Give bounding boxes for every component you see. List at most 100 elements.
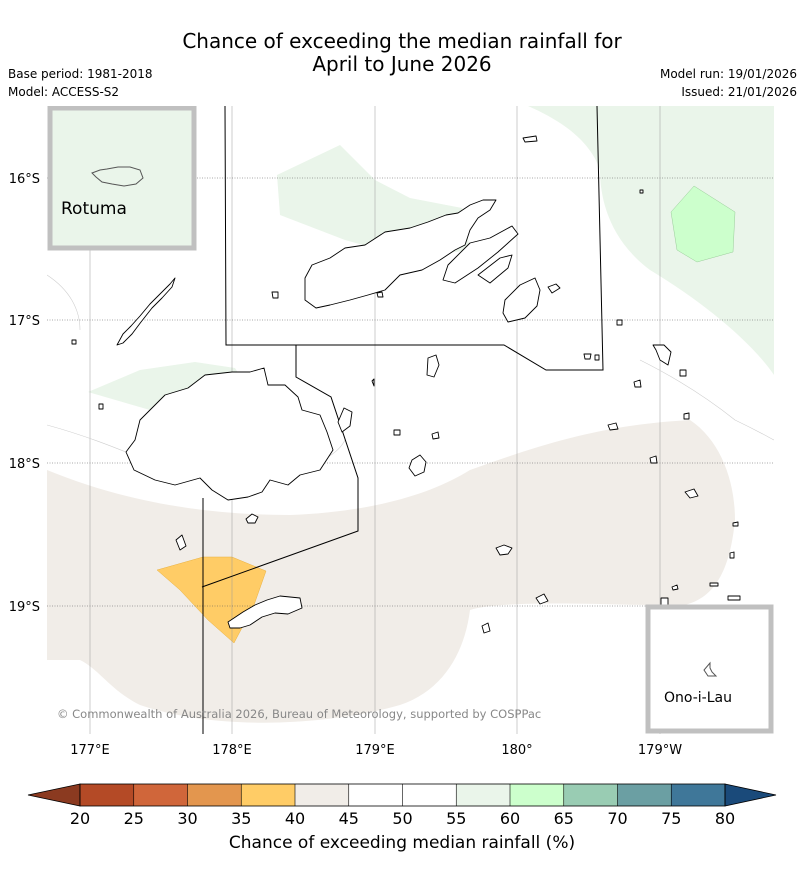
- lat-label: 17°S: [9, 314, 40, 329]
- island-moala: [495, 544, 513, 556]
- island-small-3: [649, 455, 658, 464]
- island-viti-levu: [125, 367, 334, 501]
- colorbar-tick-label: 45: [339, 809, 359, 828]
- island-small-17: [522, 135, 538, 143]
- title-line-2: April to June 2026: [312, 52, 492, 76]
- island-small-11: [729, 551, 735, 559]
- island-small-15: [683, 412, 690, 420]
- colorbar-tick-label: 20: [70, 809, 90, 828]
- island-small-24: [679, 369, 687, 377]
- island-small-23: [727, 595, 741, 601]
- island-gau: [337, 407, 353, 433]
- island-small-10: [431, 431, 440, 440]
- lat-label: 18°S: [9, 457, 40, 472]
- colorbar-tick-label: 65: [554, 809, 574, 828]
- meta-left: Base period: 1981-2018 Model: ACCESS-S2: [8, 65, 153, 101]
- issued-date: Issued: 21/01/2026: [681, 85, 797, 99]
- colorbar-tick-label: 50: [392, 809, 412, 828]
- boundary-lines: [201, 106, 604, 734]
- model-name: Model: ACCESS-S2: [8, 85, 120, 99]
- onoilau-island-shape: [703, 661, 718, 677]
- colorbar-ticks: 20 25 30 35 40 45 50 55 60 65 70 75 80: [70, 809, 735, 828]
- colorbar-tick-label: 40: [285, 809, 305, 828]
- island-kadavu: [227, 595, 303, 629]
- colorbar-tick-label: 35: [231, 809, 251, 828]
- island-small-21: [393, 429, 401, 436]
- island-matuku: [481, 622, 491, 634]
- meta-right: Model run: 19/01/2026 Issued: 21/01/2026: [660, 65, 797, 101]
- island-lakeba: [652, 344, 672, 366]
- rotuma-island-shape: [91, 166, 144, 187]
- inset-rotuma: Rotuma: [47, 106, 197, 251]
- colorbar-tick-label: 55: [446, 809, 466, 828]
- colorbar-tick-label: 75: [661, 809, 681, 828]
- island-small-6: [547, 283, 561, 294]
- colorbar-arrow-high: [724, 783, 777, 807]
- island-small-19: [71, 339, 77, 345]
- colorbar-segment: [510, 784, 564, 806]
- island-small-8: [271, 291, 279, 299]
- island-small-5: [371, 378, 375, 387]
- inset-onoilau: Ono-i-Lau: [645, 604, 774, 734]
- island-small-14: [671, 584, 679, 591]
- colorbar-label: Chance of exceeding median rainfall (%): [228, 833, 576, 853]
- lon-label: 179°W: [638, 743, 682, 758]
- colorbar-segment: [241, 784, 295, 806]
- colorbar: [27, 783, 777, 807]
- island-nairai: [408, 454, 427, 477]
- island-yasawa: [116, 277, 176, 346]
- colorbar-segment: [671, 784, 725, 806]
- band-60-65: [670, 185, 736, 263]
- copyright-text: © Commonwealth of Australia 2026, Bureau…: [57, 707, 541, 721]
- base-period: Base period: 1981-2018: [8, 67, 153, 81]
- model-run: Model run: 19/01/2026: [659, 67, 797, 81]
- colorbar-segment: [617, 784, 672, 806]
- island-small-7: [583, 353, 592, 360]
- colorbar-tick-label: 25: [124, 809, 144, 828]
- colorbar-tick-label: 60: [500, 809, 520, 828]
- onoilau-label: Ono-i-Lau: [664, 690, 732, 706]
- colorbar-segment: [456, 784, 510, 806]
- island-taveuni: [442, 225, 519, 284]
- island-small-16: [639, 189, 644, 194]
- longitude-labels: 177°E 178°E 179°E 180° 179°W: [70, 743, 682, 758]
- colorbar-segment: [348, 784, 403, 806]
- rotuma-label: Rotuma: [61, 199, 127, 219]
- colorbar-segment: [563, 784, 618, 806]
- island-small-4: [633, 379, 642, 388]
- latitude-labels: 16°S 17°S 18°S 19°S: [9, 172, 40, 615]
- title-line-1: Chance of exceeding the median rainfall …: [182, 29, 622, 53]
- island-small-13: [660, 597, 669, 606]
- island-ovalau: [426, 354, 440, 378]
- lon-label: 179°E: [355, 743, 395, 758]
- colorbar-segment: [80, 784, 134, 806]
- lat-label: 16°S: [9, 172, 40, 187]
- colorbar-outline: [79, 783, 726, 807]
- islands: [71, 135, 741, 634]
- map-area: Rotuma Ono-i-Lau © Commonwealth of Austr…: [47, 106, 774, 734]
- colorbar-segment: [133, 784, 188, 806]
- map-title: Chance of exceeding the median rainfall …: [0, 30, 804, 76]
- lat-label: 19°S: [9, 600, 40, 615]
- lon-label: 180°: [501, 743, 532, 758]
- colorbar-segment: [402, 784, 457, 806]
- island-small-18: [616, 319, 623, 326]
- island-large-east: [502, 277, 541, 323]
- lon-label: 178°E: [212, 743, 252, 758]
- island-vanuabalavu: [684, 488, 699, 499]
- island-small-12: [709, 582, 719, 587]
- band-40-45: [47, 420, 735, 723]
- island-small-22: [732, 521, 739, 527]
- island-taveuni-b: [477, 254, 513, 284]
- island-vanua-levu: [304, 199, 497, 309]
- island-small-20: [98, 403, 104, 410]
- colorbar-segment: [187, 784, 242, 806]
- band-55-60-east: [528, 106, 774, 375]
- lon-label: 177°E: [70, 743, 110, 758]
- colorbar-tick-label: 30: [177, 809, 197, 828]
- colorbar-segment: [295, 784, 349, 806]
- colorbar-tick-label: 70: [607, 809, 627, 828]
- island-totoya: [535, 593, 549, 605]
- island-small-1: [175, 534, 187, 551]
